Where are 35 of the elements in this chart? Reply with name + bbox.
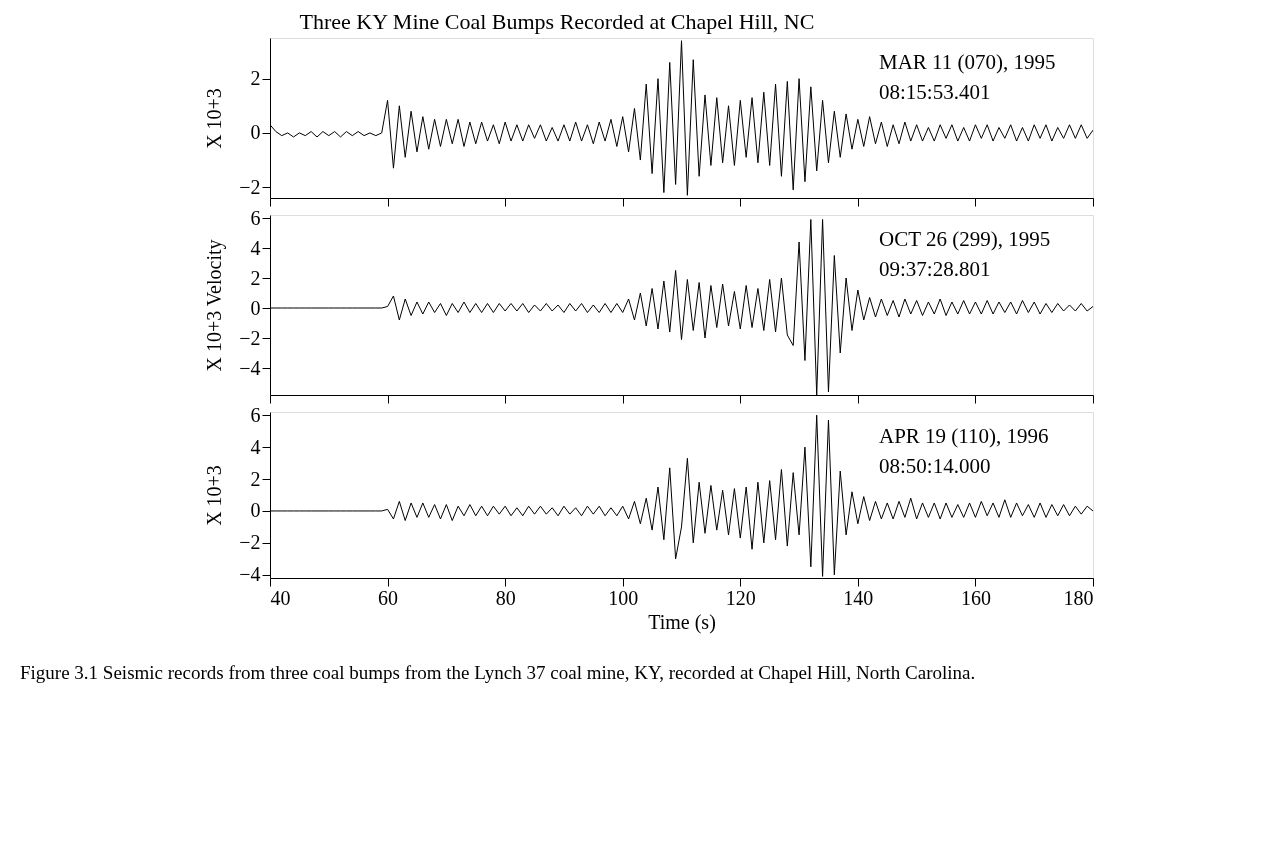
y-tick-label: 4 xyxy=(250,435,261,458)
x-tick-label: 180 xyxy=(1063,586,1094,609)
y-tick-label: −4 xyxy=(239,563,261,586)
y-tick-label: −2 xyxy=(239,326,261,349)
x-tick-label: 80 xyxy=(495,586,516,609)
y-tick-label: 0 xyxy=(250,499,261,522)
y-axis-title: X 10+3 xyxy=(203,88,226,149)
x-tick-label: 160 xyxy=(960,586,991,609)
annotation: APR 19 (110), 1996 xyxy=(879,424,1049,448)
x-tick-label: 120 xyxy=(725,586,756,609)
y-tick-label: 2 xyxy=(250,266,261,289)
y-tick-label: 6 xyxy=(250,403,261,426)
x-tick-label: 60 xyxy=(378,586,399,609)
caption: Figure 3.1 Seismic records from three coal bumps from the Lynch 37 coal mine, KY, recorded at Chapel Hill, North Carolina. xyxy=(20,662,976,683)
x-tick-label: 140 xyxy=(843,586,874,609)
annotation: MAR 11 (070), 1995 xyxy=(879,50,1056,74)
y-tick-label: −2 xyxy=(239,531,261,554)
x-tick-label: 100 xyxy=(608,586,639,609)
annotation: 08:15:53.401 xyxy=(879,80,991,104)
annotation: OCT 26 (299), 1995 xyxy=(879,227,1051,251)
chart-title: Three KY Mine Coal Bumps Recorded at Chapel Hill, NC xyxy=(299,8,815,34)
y-tick-label: 4 xyxy=(250,236,261,259)
x-tick-label: 40 xyxy=(270,586,291,609)
y-tick-label: −2 xyxy=(239,175,261,198)
y-axis-title: X 10+3 Velocity xyxy=(203,239,227,372)
y-tick-label: 0 xyxy=(250,121,261,144)
y-tick-label: −4 xyxy=(239,356,261,379)
y-tick-label: 2 xyxy=(250,67,261,90)
annotation: 08:50:14.000 xyxy=(879,454,991,478)
x-axis-title: Time (s) xyxy=(648,610,716,634)
y-tick-label: 0 xyxy=(250,296,261,319)
y-tick-label: 2 xyxy=(250,467,261,490)
y-tick-label: 6 xyxy=(250,206,261,229)
annotation: 09:37:28.801 xyxy=(879,257,991,281)
y-axis-title: X 10+3 xyxy=(203,465,226,526)
